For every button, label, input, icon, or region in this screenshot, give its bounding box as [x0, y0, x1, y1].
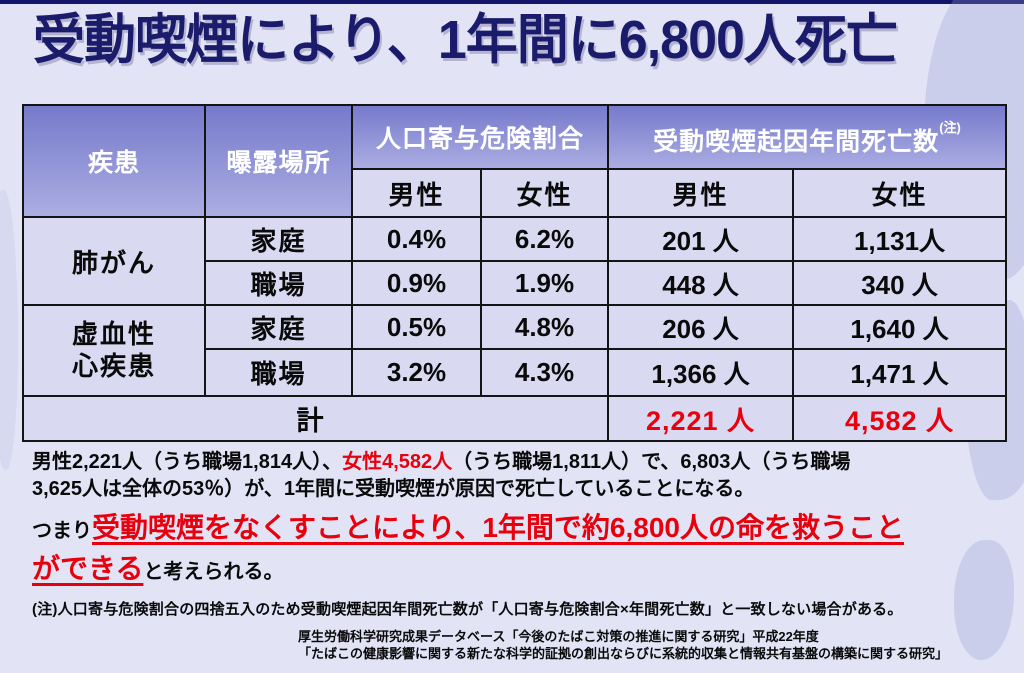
summary-female-total-red: 女性4,582人	[342, 451, 453, 473]
header-deaths-note-sup: (注)	[939, 119, 961, 135]
summary-paragraph: 男性2,221人（うち職場1,814人）、女性4,582人（うち職場1,811人…	[32, 449, 1007, 503]
cell-deaths-male: 448 人	[607, 260, 795, 306]
key-statement: つまり受動喫煙をなくすことにより、1年間で約6,800人の命を救うことができると…	[32, 509, 1017, 591]
subheader-par-male: 男性	[351, 168, 482, 218]
page-title: 受動喫煙により、1年間に6,800人死亡	[33, 10, 898, 71]
table-total-row: 計 2,221 人 4,582 人	[21, 395, 1008, 442]
table-row: 肺がん 家庭 0.4% 6.2% 201 人 1,131人	[22, 216, 1008, 306]
cell-par-male: 0.4%	[351, 216, 482, 262]
source-line1: 厚生労働科学研究成果データベース「今後のたばこ対策の推進に関する研究」平成22年…	[298, 629, 819, 644]
header-exposure: 曝露場所	[204, 104, 353, 218]
passive-smoking-deaths-table: 疾患 曝露場所 人口寄与危険割合 受動喫煙起因年間死亡数(注) 男性 女性 男性…	[21, 104, 1008, 442]
subheader-par-female: 女性	[479, 168, 610, 218]
disease-line2: 心疾患	[71, 350, 156, 381]
header-disease: 疾患	[22, 104, 206, 218]
cell-deaths-male: 201 人	[607, 216, 795, 262]
cell-par-female: 6.2%	[479, 216, 610, 262]
cell-disease-lung-cancer: 肺がん	[22, 216, 206, 306]
table-row: 虚血性 心疾患 家庭 0.5% 4.8% 206 人 1,640 人	[22, 304, 1008, 397]
summary-seg4: 3,625人は全体の53％）が、1年間に受動喫煙が原因で死亡していることになる。	[32, 478, 755, 500]
source-citation: 厚生労働科学研究成果データベース「今後のたばこ対策の推進に関する研究」平成22年…	[298, 628, 1008, 662]
cell-par-female: 1.9%	[479, 260, 610, 306]
table-row: 職場 3.2% 4.3% 1,366 人 1,471 人	[23, 348, 1008, 397]
cell-deaths-female: 1,131人	[792, 216, 1008, 262]
cell-par-male: 0.9%	[351, 260, 482, 306]
cell-deaths-male: 1,366 人	[607, 348, 795, 397]
cell-deaths-female: 1,640 人	[792, 304, 1008, 350]
header-deaths: 受動喫煙起因年間死亡数(注)	[607, 104, 1008, 170]
cell-exposure: 家庭	[204, 216, 353, 262]
cell-exposure: 家庭	[204, 304, 353, 350]
footnote: (注)人口寄与危険割合の四捨五入のため受動喫煙起因年間死亡数が「人口寄与危険割合…	[32, 601, 903, 618]
cell-par-female: 4.8%	[479, 304, 610, 350]
header-deaths-label: 受動喫煙起因年間死亡数	[653, 127, 940, 156]
statement-prefix: つまり	[32, 520, 92, 542]
header-par: 人口寄与危険割合	[350, 104, 610, 170]
statement-highlight-line2: ができる	[32, 553, 144, 584]
cell-par-male: 0.5%	[351, 304, 482, 350]
cell-deaths-male: 206 人	[607, 304, 795, 350]
cell-par-female: 4.3%	[479, 348, 610, 397]
total-label: 計	[21, 395, 610, 442]
disease-line1: 虚血性	[71, 319, 156, 350]
subheader-deaths-female: 女性	[792, 168, 1008, 218]
summary-seg1: 男性2,221人（うち職場1,814人）、	[32, 451, 343, 473]
source-line2: 「たばこの健康影響に関する新たな科学的証拠の創出ならびに系統的収集と情報共有基盤…	[298, 646, 949, 661]
summary-seg3: （うち職場1,811人）で、6,803人（うち職場	[452, 451, 851, 473]
total-deaths-female: 4,582 人	[792, 395, 1008, 442]
cell-exposure: 職場	[204, 348, 353, 397]
total-deaths-male: 2,221 人	[607, 395, 795, 442]
cell-deaths-female: 1,471 人	[792, 348, 1008, 397]
cell-par-male: 3.2%	[351, 348, 482, 397]
background-watermark	[0, 190, 18, 470]
statement-highlight-line1: 受動喫煙をなくすことにより、1年間で約6,800人の命を救うこと	[92, 512, 904, 543]
cell-exposure: 職場	[204, 260, 353, 306]
table-row: 職場 0.9% 1.9% 448 人 340 人	[23, 260, 1008, 306]
subheader-deaths-male: 男性	[607, 168, 795, 218]
top-accent-bar	[0, 0, 1024, 4]
cell-disease-ischemic-heart: 虚血性 心疾患	[22, 304, 206, 397]
statement-suffix: と考えられる。	[143, 561, 284, 583]
cell-deaths-female: 340 人	[792, 260, 1008, 306]
